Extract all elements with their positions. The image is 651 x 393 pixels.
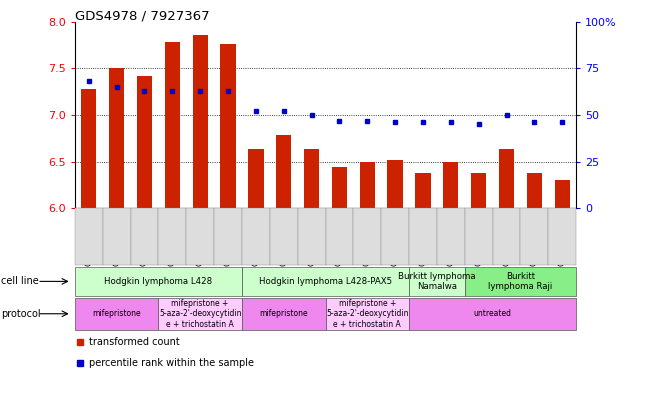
Bar [555,180,570,208]
Text: protocol: protocol [1,309,40,319]
Text: percentile rank within the sample: percentile rank within the sample [89,358,254,369]
Bar [499,149,514,208]
Text: mifepristone: mifepristone [259,309,308,318]
Bar [276,136,292,208]
Bar [359,162,375,208]
Bar [332,167,347,208]
Bar [81,89,96,208]
Text: Burkitt
lymphoma Raji: Burkitt lymphoma Raji [488,272,553,291]
Bar [137,76,152,208]
Text: mifepristone: mifepristone [92,309,141,318]
Text: mifepristone +
5-aza-2'-deoxycytidin
e + trichostatin A: mifepristone + 5-aza-2'-deoxycytidin e +… [159,299,242,329]
Bar [193,35,208,208]
Bar [221,44,236,208]
Bar [304,149,319,208]
Bar [165,42,180,208]
Text: cell line: cell line [1,276,38,286]
Bar [415,173,430,208]
Bar [527,173,542,208]
Text: untreated: untreated [473,309,512,318]
Text: GDS4978 / 7927367: GDS4978 / 7927367 [75,10,210,23]
Bar [248,149,264,208]
Bar [109,68,124,208]
Bar [443,162,458,208]
Text: transformed count: transformed count [89,337,180,347]
Text: Burkitt lymphoma
Namalwa: Burkitt lymphoma Namalwa [398,272,476,291]
Text: mifepristone +
5-aza-2'-deoxycytidin
e + trichostatin A: mifepristone + 5-aza-2'-deoxycytidin e +… [326,299,409,329]
Text: Hodgkin lymphoma L428-PAX5: Hodgkin lymphoma L428-PAX5 [259,277,392,286]
Bar [471,173,486,208]
Bar [387,160,403,208]
Text: Hodgkin lymphoma L428: Hodgkin lymphoma L428 [104,277,212,286]
